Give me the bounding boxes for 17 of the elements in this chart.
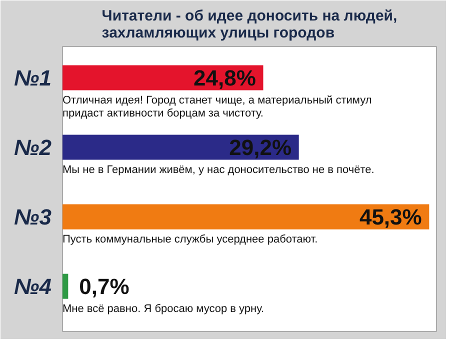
y-tick-label: №4 [14, 274, 52, 299]
annotation: Мне всё равно. Я бросаю мусор в урну. [62, 303, 264, 315]
y-tick-label: №2 [14, 134, 52, 160]
bar [62, 65, 264, 90]
data-label: 45,3% [359, 204, 422, 230]
chart-title: Читатели - об идее доносить на людей, захламляющих улицы городов [102, 8, 398, 42]
data-label: 29,2% [229, 134, 292, 160]
y-tick-label: №1 [14, 65, 52, 90]
bar [62, 134, 299, 160]
annotation: Мы не в Германии живём, у нас доносительство не в почёте. [62, 164, 374, 176]
annotation: Пусть коммунальные службы усерднее работают. [62, 233, 318, 246]
bar [62, 204, 430, 230]
bar [62, 274, 68, 299]
data-label: 0,7% [79, 274, 130, 299]
annotation: Отличная идея! Город станет чище, а материальный стимул придаст активности борцам за чистоту. [62, 94, 372, 120]
data-label: 24,8% [194, 65, 256, 90]
y-tick-label: №3 [14, 204, 52, 230]
